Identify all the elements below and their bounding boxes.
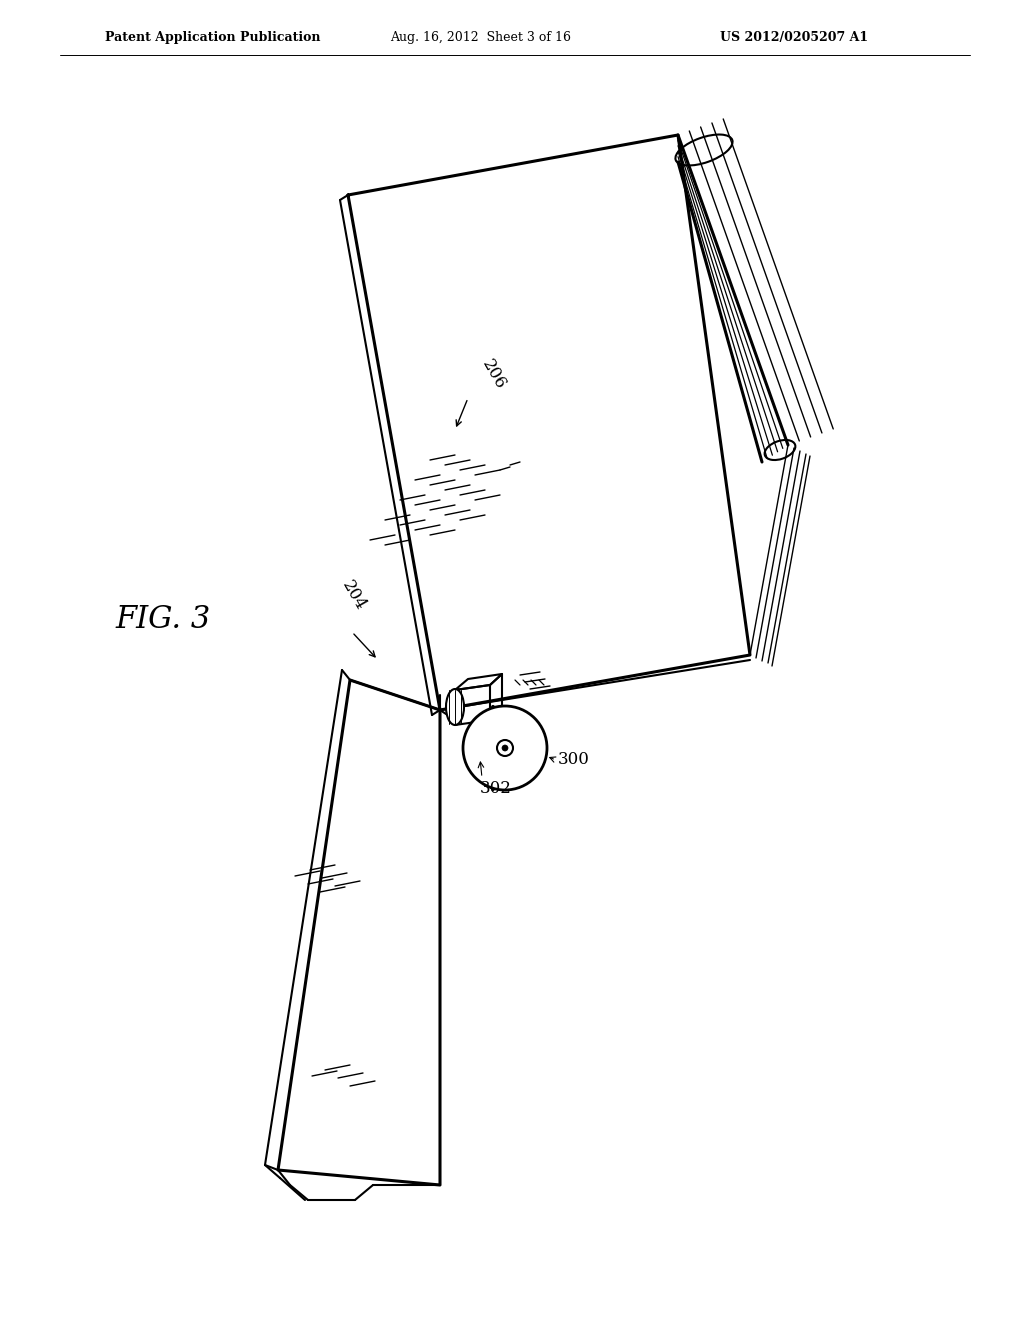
Circle shape: [463, 706, 547, 789]
Text: US 2012/0205207 A1: US 2012/0205207 A1: [720, 30, 868, 44]
Ellipse shape: [446, 689, 464, 725]
Circle shape: [502, 744, 508, 751]
Text: 300: 300: [558, 751, 590, 768]
Text: 204: 204: [338, 578, 369, 614]
Ellipse shape: [488, 706, 498, 789]
Text: FIG. 3: FIG. 3: [115, 605, 210, 635]
Text: 302: 302: [480, 780, 512, 797]
Text: Aug. 16, 2012  Sheet 3 of 16: Aug. 16, 2012 Sheet 3 of 16: [390, 30, 571, 44]
Text: Patent Application Publication: Patent Application Publication: [105, 30, 321, 44]
Text: 206: 206: [478, 356, 509, 392]
